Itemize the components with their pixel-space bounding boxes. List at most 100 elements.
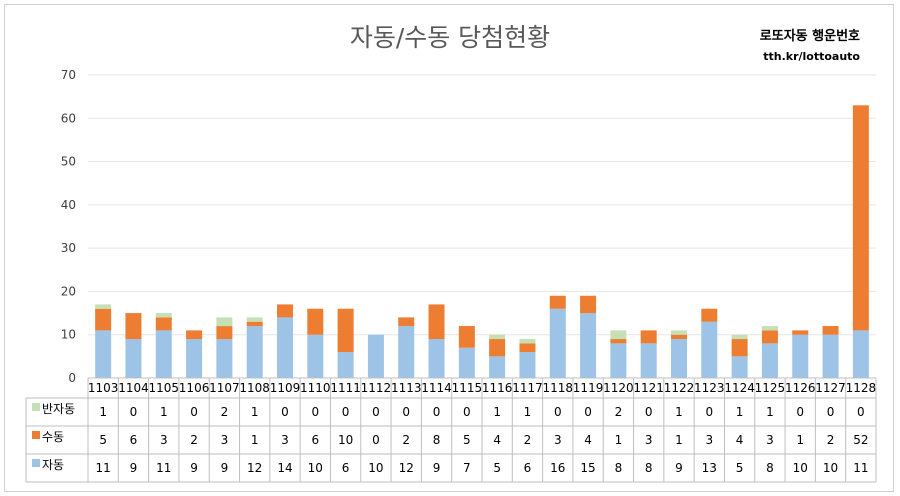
bar-1110-series-0 — [307, 334, 324, 378]
table-cell: 8 — [766, 461, 774, 475]
bar-1103-series-2 — [95, 304, 112, 309]
bar-1107-series-0 — [216, 339, 233, 378]
y-tick-label: 0 — [68, 371, 76, 385]
bar-1106-series-1 — [186, 330, 203, 340]
table-cell: 1 — [675, 405, 683, 419]
table-cell: 0 — [281, 405, 289, 419]
table-cell: 10 — [368, 461, 383, 475]
table-cell: 2 — [221, 405, 229, 419]
table-cell: 3 — [554, 433, 562, 447]
table-cell: 0 — [130, 405, 138, 419]
table-cell: 0 — [645, 405, 653, 419]
table-cell: 11 — [853, 461, 868, 475]
x-tick-label: 1113 — [391, 381, 422, 395]
bar-1116-series-0 — [489, 356, 506, 378]
table-cell: 1 — [736, 405, 744, 419]
table-cell: 9 — [130, 461, 138, 475]
bar-1124-series-2 — [731, 334, 748, 340]
bar-1121-series-0 — [640, 343, 657, 378]
bar-1125-series-1 — [761, 330, 778, 344]
legend-label: 자동 — [42, 458, 64, 472]
table-cell: 10 — [308, 461, 323, 475]
x-tick-label: 1121 — [633, 381, 664, 395]
legend-label: 수동 — [42, 430, 64, 444]
legend-label: 반자동 — [42, 402, 75, 416]
bar-1118-series-1 — [549, 295, 566, 309]
bar-1119-series-1 — [580, 295, 597, 314]
bar-1109-series-1 — [277, 304, 293, 318]
bar-1117-series-0 — [519, 352, 536, 378]
x-tick-label: 1109 — [270, 381, 301, 395]
table-cell: 0 — [584, 405, 592, 419]
bar-1126-series-1 — [792, 330, 809, 335]
x-tick-label: 1106 — [179, 381, 210, 395]
x-tick-label: 1123 — [694, 381, 725, 395]
x-tick-label: 1103 — [88, 381, 119, 395]
bar-1115-series-1 — [458, 326, 475, 348]
table-cell: 13 — [702, 461, 717, 475]
table-cell: 52 — [853, 433, 868, 447]
table-cell: 3 — [160, 433, 168, 447]
bar-1117-series-2 — [519, 339, 536, 344]
bar-1106-series-0 — [186, 339, 203, 378]
table-cell: 3 — [705, 433, 713, 447]
table-cell: 9 — [221, 461, 229, 475]
table-cell: 6 — [311, 433, 319, 447]
table-cell: 3 — [281, 433, 289, 447]
table-cell: 1 — [99, 405, 107, 419]
table-cell: 16 — [550, 461, 565, 475]
x-tick-label: 1119 — [573, 381, 604, 395]
bar-1105-series-0 — [155, 330, 172, 378]
table-cell: 8 — [615, 461, 623, 475]
bar-1105-series-1 — [155, 317, 172, 331]
bar-1113-series-1 — [398, 317, 415, 327]
bar-1111-series-0 — [337, 352, 354, 378]
bar-1107-series-2 — [216, 317, 233, 327]
bar-1103-series-1 — [95, 308, 112, 331]
table-cell: 6 — [524, 461, 532, 475]
table-cell: 9 — [433, 461, 441, 475]
x-tick-label: 1128 — [846, 381, 877, 395]
table-cell: 1 — [766, 405, 774, 419]
table-cell: 6 — [130, 433, 138, 447]
table-cell: 0 — [463, 405, 471, 419]
x-tick-label: 1125 — [755, 381, 786, 395]
table-cell: 14 — [277, 461, 292, 475]
x-tick-label: 1110 — [300, 381, 331, 395]
table-cell: 3 — [645, 433, 653, 447]
bar-1104-series-1 — [125, 313, 142, 340]
bar-1107-series-1 — [216, 326, 233, 340]
table-cell: 0 — [372, 433, 380, 447]
data-table: 1103 1104 1105 1106 1107 1108 1109 1110 1111 1112… — [25, 377, 877, 483]
bar-1123-series-1 — [701, 308, 718, 322]
bar-1112-series-0 — [367, 334, 384, 378]
table-cell: 9 — [675, 461, 683, 475]
table-cell: 1 — [493, 405, 501, 419]
x-tick-label: 1116 — [482, 381, 513, 395]
table-cell: 5 — [99, 433, 107, 447]
bar-1105-series-2 — [155, 313, 172, 318]
bar-1122-series-1 — [671, 334, 687, 340]
bar-1109-series-0 — [277, 317, 293, 378]
table-cell: 12 — [399, 461, 414, 475]
y-axis-ticks: 0 10 20 30 40 50 60 70 — [61, 68, 76, 385]
table-cell: 0 — [311, 405, 319, 419]
bar-1123-series-0 — [701, 321, 718, 378]
x-tick-label: 1108 — [239, 381, 270, 395]
bar-1120-series-2 — [610, 330, 627, 340]
table-cell: 8 — [645, 461, 653, 475]
x-tick-label: 1107 — [209, 381, 240, 395]
table-cell: 8 — [433, 433, 441, 447]
x-tick-label: 1124 — [724, 381, 755, 395]
x-tick-label: 1111 — [330, 381, 361, 395]
bar-1119-series-0 — [580, 313, 597, 378]
table-cell: 0 — [372, 405, 380, 419]
table-cell: 1 — [615, 433, 623, 447]
table-cell: 1 — [675, 433, 683, 447]
bar-1111-series-1 — [337, 308, 354, 353]
legend-swatch — [32, 403, 40, 411]
table-cell: 1 — [251, 433, 259, 447]
bar-1124-series-0 — [731, 356, 748, 378]
table-cell: 1 — [160, 405, 168, 419]
